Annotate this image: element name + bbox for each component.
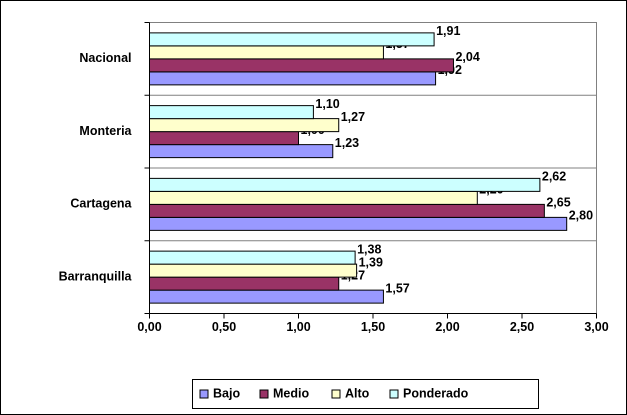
bar <box>149 263 358 278</box>
y-tick-label: Barranquilla <box>59 269 133 283</box>
value-label: 2,65 <box>546 196 570 210</box>
bar <box>149 216 568 231</box>
bar <box>149 58 454 73</box>
legend-label: Alto <box>345 386 370 400</box>
bar <box>149 131 299 146</box>
bar <box>149 32 435 47</box>
legend-swatch <box>389 389 399 399</box>
legend-swatch <box>259 389 269 399</box>
bar <box>149 105 314 120</box>
x-tick-label: 0,00 <box>137 320 161 334</box>
bar <box>149 250 356 265</box>
legend-swatch <box>199 389 209 399</box>
value-label: 2,62 <box>542 170 566 184</box>
y-tick-label: Cartagena <box>70 197 132 211</box>
value-label: 1,38 <box>357 242 381 256</box>
x-tick-label: 2,00 <box>435 320 459 334</box>
x-tick-label: 1,00 <box>286 320 310 334</box>
legend-swatch <box>331 389 341 399</box>
legend-label: Medio <box>273 386 309 400</box>
value-label: 1,39 <box>359 255 383 269</box>
y-tick-label: Nacional <box>79 51 131 65</box>
bar <box>149 190 478 205</box>
x-tick-label: 0,50 <box>212 320 236 334</box>
value-label: 2,80 <box>569 209 593 223</box>
legend-label: Ponderado <box>403 386 469 400</box>
legend-box <box>192 379 539 409</box>
value-label: 2,04 <box>455 50 479 64</box>
bar <box>149 118 340 133</box>
bar <box>149 144 334 159</box>
bar <box>149 45 384 60</box>
value-label: 1,91 <box>436 24 460 38</box>
value-label: 1,23 <box>335 136 359 150</box>
bar <box>149 276 340 291</box>
bar <box>149 289 384 304</box>
y-tick-label: Monteria <box>79 124 132 138</box>
x-tick-label: 1,50 <box>361 320 385 334</box>
value-label: 1,27 <box>341 110 365 124</box>
value-label: 1,57 <box>385 281 409 295</box>
value-label: 1,10 <box>315 97 339 111</box>
bar <box>149 71 437 86</box>
x-tick-label: 3,00 <box>584 320 608 334</box>
x-tick-label: 2,50 <box>510 320 534 334</box>
legend-label: Bajo <box>213 386 240 400</box>
bar <box>149 177 541 192</box>
bar <box>149 203 545 218</box>
